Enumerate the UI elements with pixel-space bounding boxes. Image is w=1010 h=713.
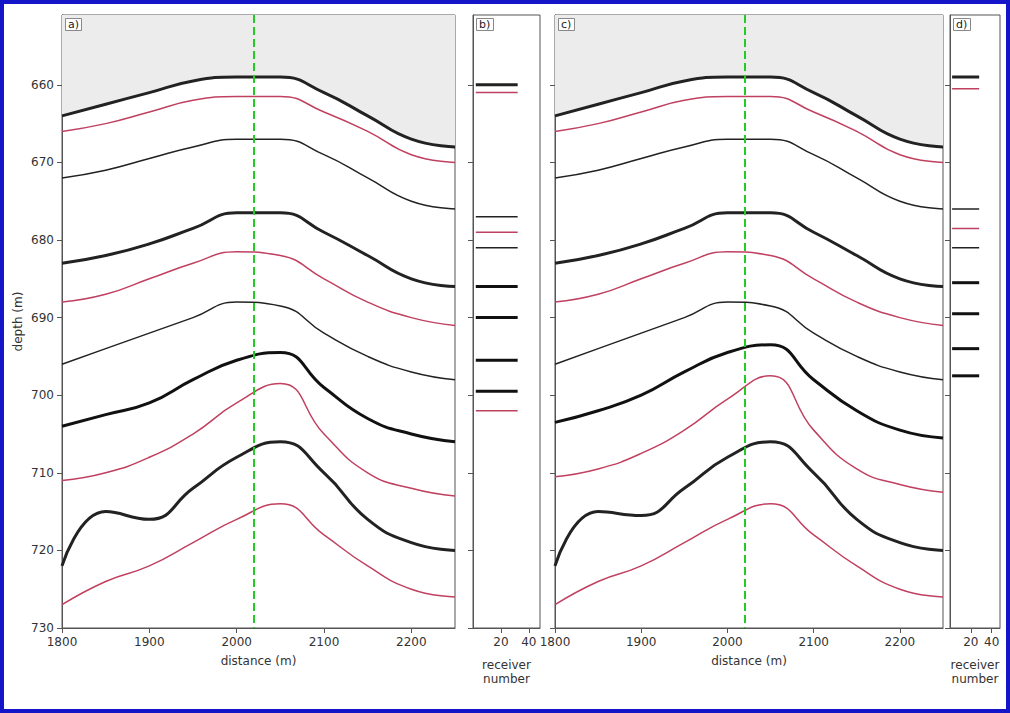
svg-text:40: 40 [521,635,536,649]
svg-text:670: 670 [31,155,54,169]
svg-text:b): b) [479,18,490,31]
svg-text:700: 700 [31,388,54,402]
svg-text:distance (m): distance (m) [221,654,297,668]
svg-text:1800: 1800 [47,635,78,649]
svg-text:receiver: receiver [482,658,531,672]
svg-text:d): d) [956,18,967,31]
svg-text:2200: 2200 [396,635,427,649]
svg-text:690: 690 [31,311,54,325]
svg-text:2000: 2000 [221,635,252,649]
svg-text:710: 710 [31,466,54,480]
svg-text:1900: 1900 [134,635,165,649]
svg-text:2100: 2100 [309,635,340,649]
svg-text:2200: 2200 [885,635,916,649]
svg-text:2100: 2100 [798,635,829,649]
svg-text:a): a) [68,18,79,31]
svg-text:distance (m): distance (m) [711,654,787,668]
svg-text:c): c) [561,18,571,31]
svg-text:40: 40 [984,635,999,649]
svg-text:number: number [483,672,530,686]
svg-text:1900: 1900 [626,635,657,649]
svg-text:2000: 2000 [712,635,743,649]
svg-text:receiver: receiver [951,658,1000,672]
svg-text:660: 660 [31,78,54,92]
svg-text:depth (m): depth (m) [11,292,25,352]
svg-text:number: number [952,672,999,686]
svg-text:1800: 1800 [540,635,571,649]
svg-text:20: 20 [493,635,508,649]
svg-text:730: 730 [31,621,54,635]
svg-text:20: 20 [963,635,978,649]
svg-text:720: 720 [31,543,54,557]
svg-text:680: 680 [31,233,54,247]
